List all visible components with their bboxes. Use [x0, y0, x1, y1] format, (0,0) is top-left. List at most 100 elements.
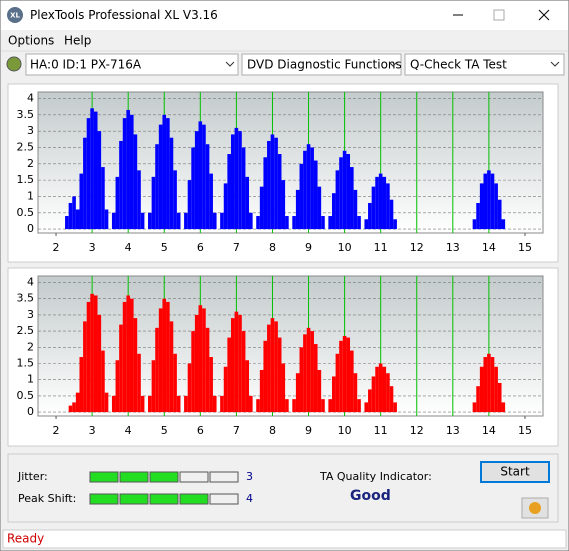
bar — [267, 324, 271, 413]
bar — [126, 295, 130, 413]
bar — [184, 212, 188, 230]
bar — [169, 321, 174, 413]
bar — [202, 124, 206, 230]
x-tick-label: 3 — [89, 241, 96, 254]
bar — [321, 399, 325, 413]
bar — [191, 147, 195, 230]
plot-area — [37, 275, 544, 417]
bar — [129, 114, 134, 230]
bar — [86, 301, 91, 413]
drive-combo[interactable] — [25, 53, 239, 76]
y-tick-label: 3 — [27, 308, 34, 321]
start-button-text: Start — [500, 465, 530, 479]
x-tick-label: 9 — [305, 424, 312, 437]
bar — [173, 170, 177, 230]
bar — [353, 373, 358, 413]
bar — [277, 337, 282, 413]
bar — [155, 327, 159, 413]
bar — [122, 118, 127, 230]
bar — [169, 137, 174, 230]
bar — [122, 301, 127, 413]
function-combo[interactable] — [241, 53, 402, 76]
bar — [389, 386, 394, 413]
bar — [238, 314, 242, 413]
x-tick-label: 15 — [518, 424, 532, 437]
jitter-value: 3 — [246, 470, 253, 483]
bar — [274, 321, 278, 413]
bar — [111, 395, 116, 413]
bar — [263, 340, 268, 413]
bar — [101, 350, 105, 413]
x-tick-label: 12 — [410, 424, 424, 437]
menu-item[interactable]: Help — [64, 34, 91, 48]
bar — [339, 157, 343, 230]
bar — [97, 314, 102, 413]
bar — [162, 298, 167, 413]
y-tick-label: 2.5 — [17, 324, 35, 337]
bar — [393, 402, 397, 413]
info-icon — [529, 502, 541, 514]
bar — [104, 392, 109, 413]
bar — [184, 395, 188, 413]
bar — [483, 357, 488, 413]
bar — [368, 389, 372, 413]
bar — [119, 324, 123, 413]
meter-segment — [179, 471, 209, 483]
bar — [267, 140, 271, 230]
menu-item[interactable]: Options — [8, 34, 54, 48]
bar — [202, 308, 206, 413]
bar — [270, 318, 275, 413]
bar — [93, 111, 98, 230]
bar — [205, 327, 210, 413]
bar — [212, 395, 217, 413]
bar — [494, 366, 498, 413]
x-tick-label: 2 — [53, 424, 60, 437]
start-button[interactable] — [480, 461, 550, 483]
bar — [234, 311, 239, 413]
bar — [386, 373, 390, 413]
bar — [378, 173, 383, 230]
meter-segment — [119, 493, 149, 505]
bar — [220, 395, 224, 413]
bar — [75, 392, 80, 413]
bar — [317, 186, 322, 230]
bar — [494, 183, 498, 230]
y-tick-label: 2 — [27, 157, 34, 170]
x-tick-label: 12 — [410, 241, 424, 254]
meter-segment — [89, 471, 119, 483]
y-tick-label: 3.5 — [17, 108, 35, 121]
bar — [133, 318, 138, 413]
bar — [90, 293, 94, 413]
x-tick-label: 5 — [161, 241, 168, 254]
bar — [375, 176, 379, 230]
bar — [155, 144, 159, 230]
bar — [133, 134, 138, 230]
bar — [173, 353, 177, 413]
x-tick-label: 11 — [374, 241, 388, 254]
peak-shift-label: Peak Shift: — [18, 492, 76, 505]
meter-segment — [149, 471, 179, 483]
y-tick-label: 0.5 — [17, 389, 35, 402]
jitter-label: Jitter: — [17, 470, 48, 483]
bar — [79, 173, 84, 230]
combo-arrow — [388, 61, 398, 67]
bar — [223, 183, 228, 230]
bar — [158, 308, 163, 413]
x-tick-label: 7 — [233, 241, 240, 254]
bar — [187, 363, 192, 413]
bar — [220, 212, 224, 230]
bar — [256, 399, 260, 413]
bar — [350, 350, 354, 413]
bar — [382, 366, 387, 413]
bar — [75, 209, 80, 230]
bar — [313, 160, 318, 230]
close-button[interactable] — [538, 9, 550, 21]
maximize-button[interactable] — [493, 9, 505, 21]
bar — [285, 399, 289, 413]
meter-segment — [179, 493, 209, 505]
bar — [119, 140, 123, 230]
bar — [328, 399, 332, 413]
test-combo[interactable] — [404, 53, 565, 76]
x-tick-label: 2 — [53, 241, 60, 254]
